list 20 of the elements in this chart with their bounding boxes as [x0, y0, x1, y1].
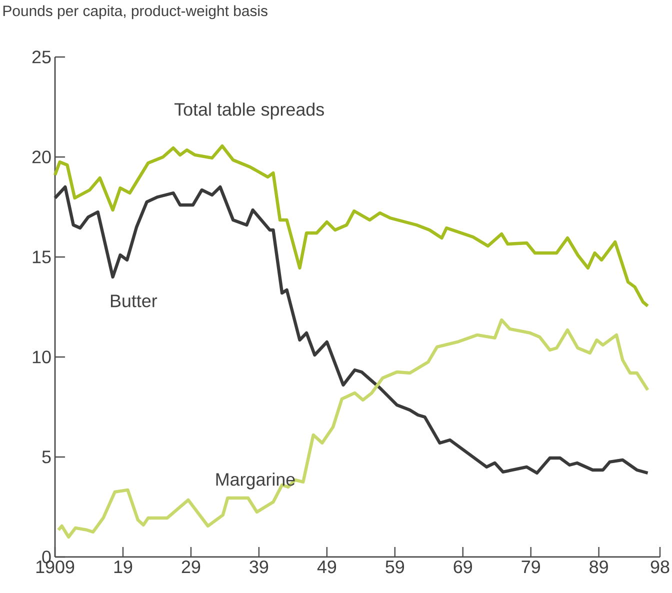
- x-tick-label: 98: [650, 560, 670, 574]
- x-tick-label: 29: [182, 560, 200, 574]
- series-label: Total table spreads: [174, 102, 324, 120]
- x-tick-label: 89: [590, 560, 608, 574]
- x-tick-label: 79: [522, 560, 540, 574]
- y-axis-title: Pounds per capita, product-weight basis: [3, 5, 268, 20]
- y-tick-label: 10: [32, 350, 51, 364]
- x-tick-label: 49: [317, 560, 336, 574]
- x-tick-label: 59: [386, 560, 404, 574]
- line-series: [53, 144, 650, 308]
- x-tick-label: 39: [250, 560, 268, 574]
- x-tick-label: 69: [454, 560, 472, 574]
- x-tick-label: 19: [114, 560, 132, 574]
- y-tick-label: 15: [32, 250, 51, 264]
- y-tick-label: 25: [32, 50, 51, 64]
- y-tick-label: 20: [32, 150, 51, 164]
- y-tick-label: 5: [42, 450, 51, 464]
- series-label: Butter: [110, 294, 158, 308]
- line-series: [56, 318, 650, 539]
- series-label: Margarine: [216, 472, 295, 490]
